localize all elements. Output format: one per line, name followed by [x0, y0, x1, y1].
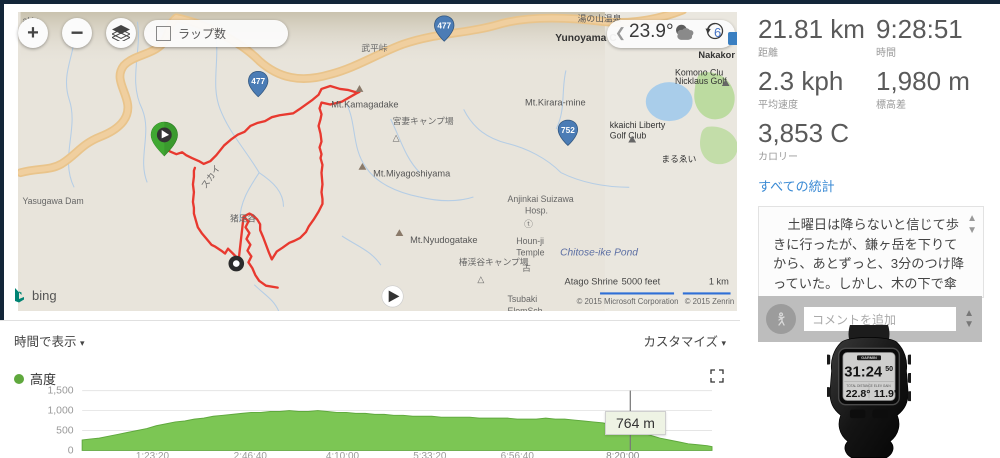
svg-text:Golf Club: Golf Club: [610, 131, 647, 141]
svg-text:Tsubaki: Tsubaki: [508, 294, 538, 304]
svg-text:31:24: 31:24: [844, 364, 883, 380]
svg-text:2:46:40: 2:46:40: [234, 451, 268, 458]
svg-text:Chitose-ike Pond: Chitose-ike Pond: [560, 247, 638, 258]
svg-text:占: 占: [522, 262, 531, 273]
svg-text:50: 50: [885, 366, 893, 373]
svg-text:ⓣ: ⓣ: [524, 219, 533, 229]
svg-text:武平峠: 武平峠: [361, 42, 387, 53]
svg-text:1,000: 1,000: [47, 405, 73, 416]
svg-text:1:23:20: 1:23:20: [136, 451, 170, 458]
svg-text:ElemSch.: ElemSch.: [508, 306, 545, 311]
svg-text:Temple: Temple: [516, 247, 544, 257]
svg-text:477: 477: [251, 77, 265, 86]
svg-text:22.8°: 22.8°: [846, 388, 871, 400]
svg-text:△: △: [393, 133, 400, 143]
svg-text:まるゑい: まるゑい: [661, 154, 696, 164]
svg-text:5000 feet: 5000 feet: [622, 277, 661, 287]
svg-text:Mt.Kirara-mine: Mt.Kirara-mine: [525, 97, 586, 107]
svg-text:△: △: [477, 274, 484, 284]
svg-text:Anjinkai Suizawa: Anjinkai Suizawa: [508, 194, 574, 204]
svg-text:1,500: 1,500: [47, 385, 73, 396]
svg-text:11.9': 11.9': [874, 388, 897, 400]
svg-text:Nicklaus Golf: Nicklaus Golf: [675, 76, 727, 86]
svg-text:500: 500: [56, 425, 74, 436]
svg-text:5:33:20: 5:33:20: [413, 451, 447, 458]
svg-text:8:20:00: 8:20:00: [606, 451, 640, 458]
svg-text:Atago Shrine: Atago Shrine: [565, 277, 618, 287]
svg-text:宮妻キャンプ場: 宮妻キャンプ場: [393, 115, 454, 126]
svg-text:477: 477: [437, 22, 451, 31]
svg-text:0: 0: [68, 445, 74, 456]
svg-text:Mt.Miyagoshiyama: Mt.Miyagoshiyama: [373, 169, 451, 179]
svg-text:GARMIN: GARMIN: [861, 355, 877, 360]
svg-text:Houn-ji: Houn-ji: [516, 236, 544, 246]
svg-text:Mt.Kamagadake: Mt.Kamagadake: [331, 99, 398, 109]
svg-text:© 2015 Zenrin: © 2015 Zenrin: [685, 297, 734, 306]
svg-text:4:10:00: 4:10:00: [326, 451, 360, 458]
svg-text:猪足谷: 猪足谷: [230, 212, 256, 223]
svg-text:© 2015 Microsoft Corporation: © 2015 Microsoft Corporation: [577, 297, 679, 306]
svg-text:Nakakor: Nakakor: [698, 50, 735, 60]
svg-text:Mt.Nyudogatake: Mt.Nyudogatake: [410, 235, 477, 245]
svg-text:6:56:40: 6:56:40: [501, 451, 535, 458]
svg-text:kkaichi Liberty: kkaichi Liberty: [610, 120, 666, 130]
svg-text:1 km: 1 km: [709, 277, 729, 287]
svg-text:Hosp.: Hosp.: [525, 206, 548, 216]
svg-text:Yasugawa Dam: Yasugawa Dam: [22, 196, 83, 206]
svg-text:椿渓谷キャンプ場: 椿渓谷キャンプ場: [459, 256, 529, 267]
svg-text:752: 752: [561, 126, 575, 135]
